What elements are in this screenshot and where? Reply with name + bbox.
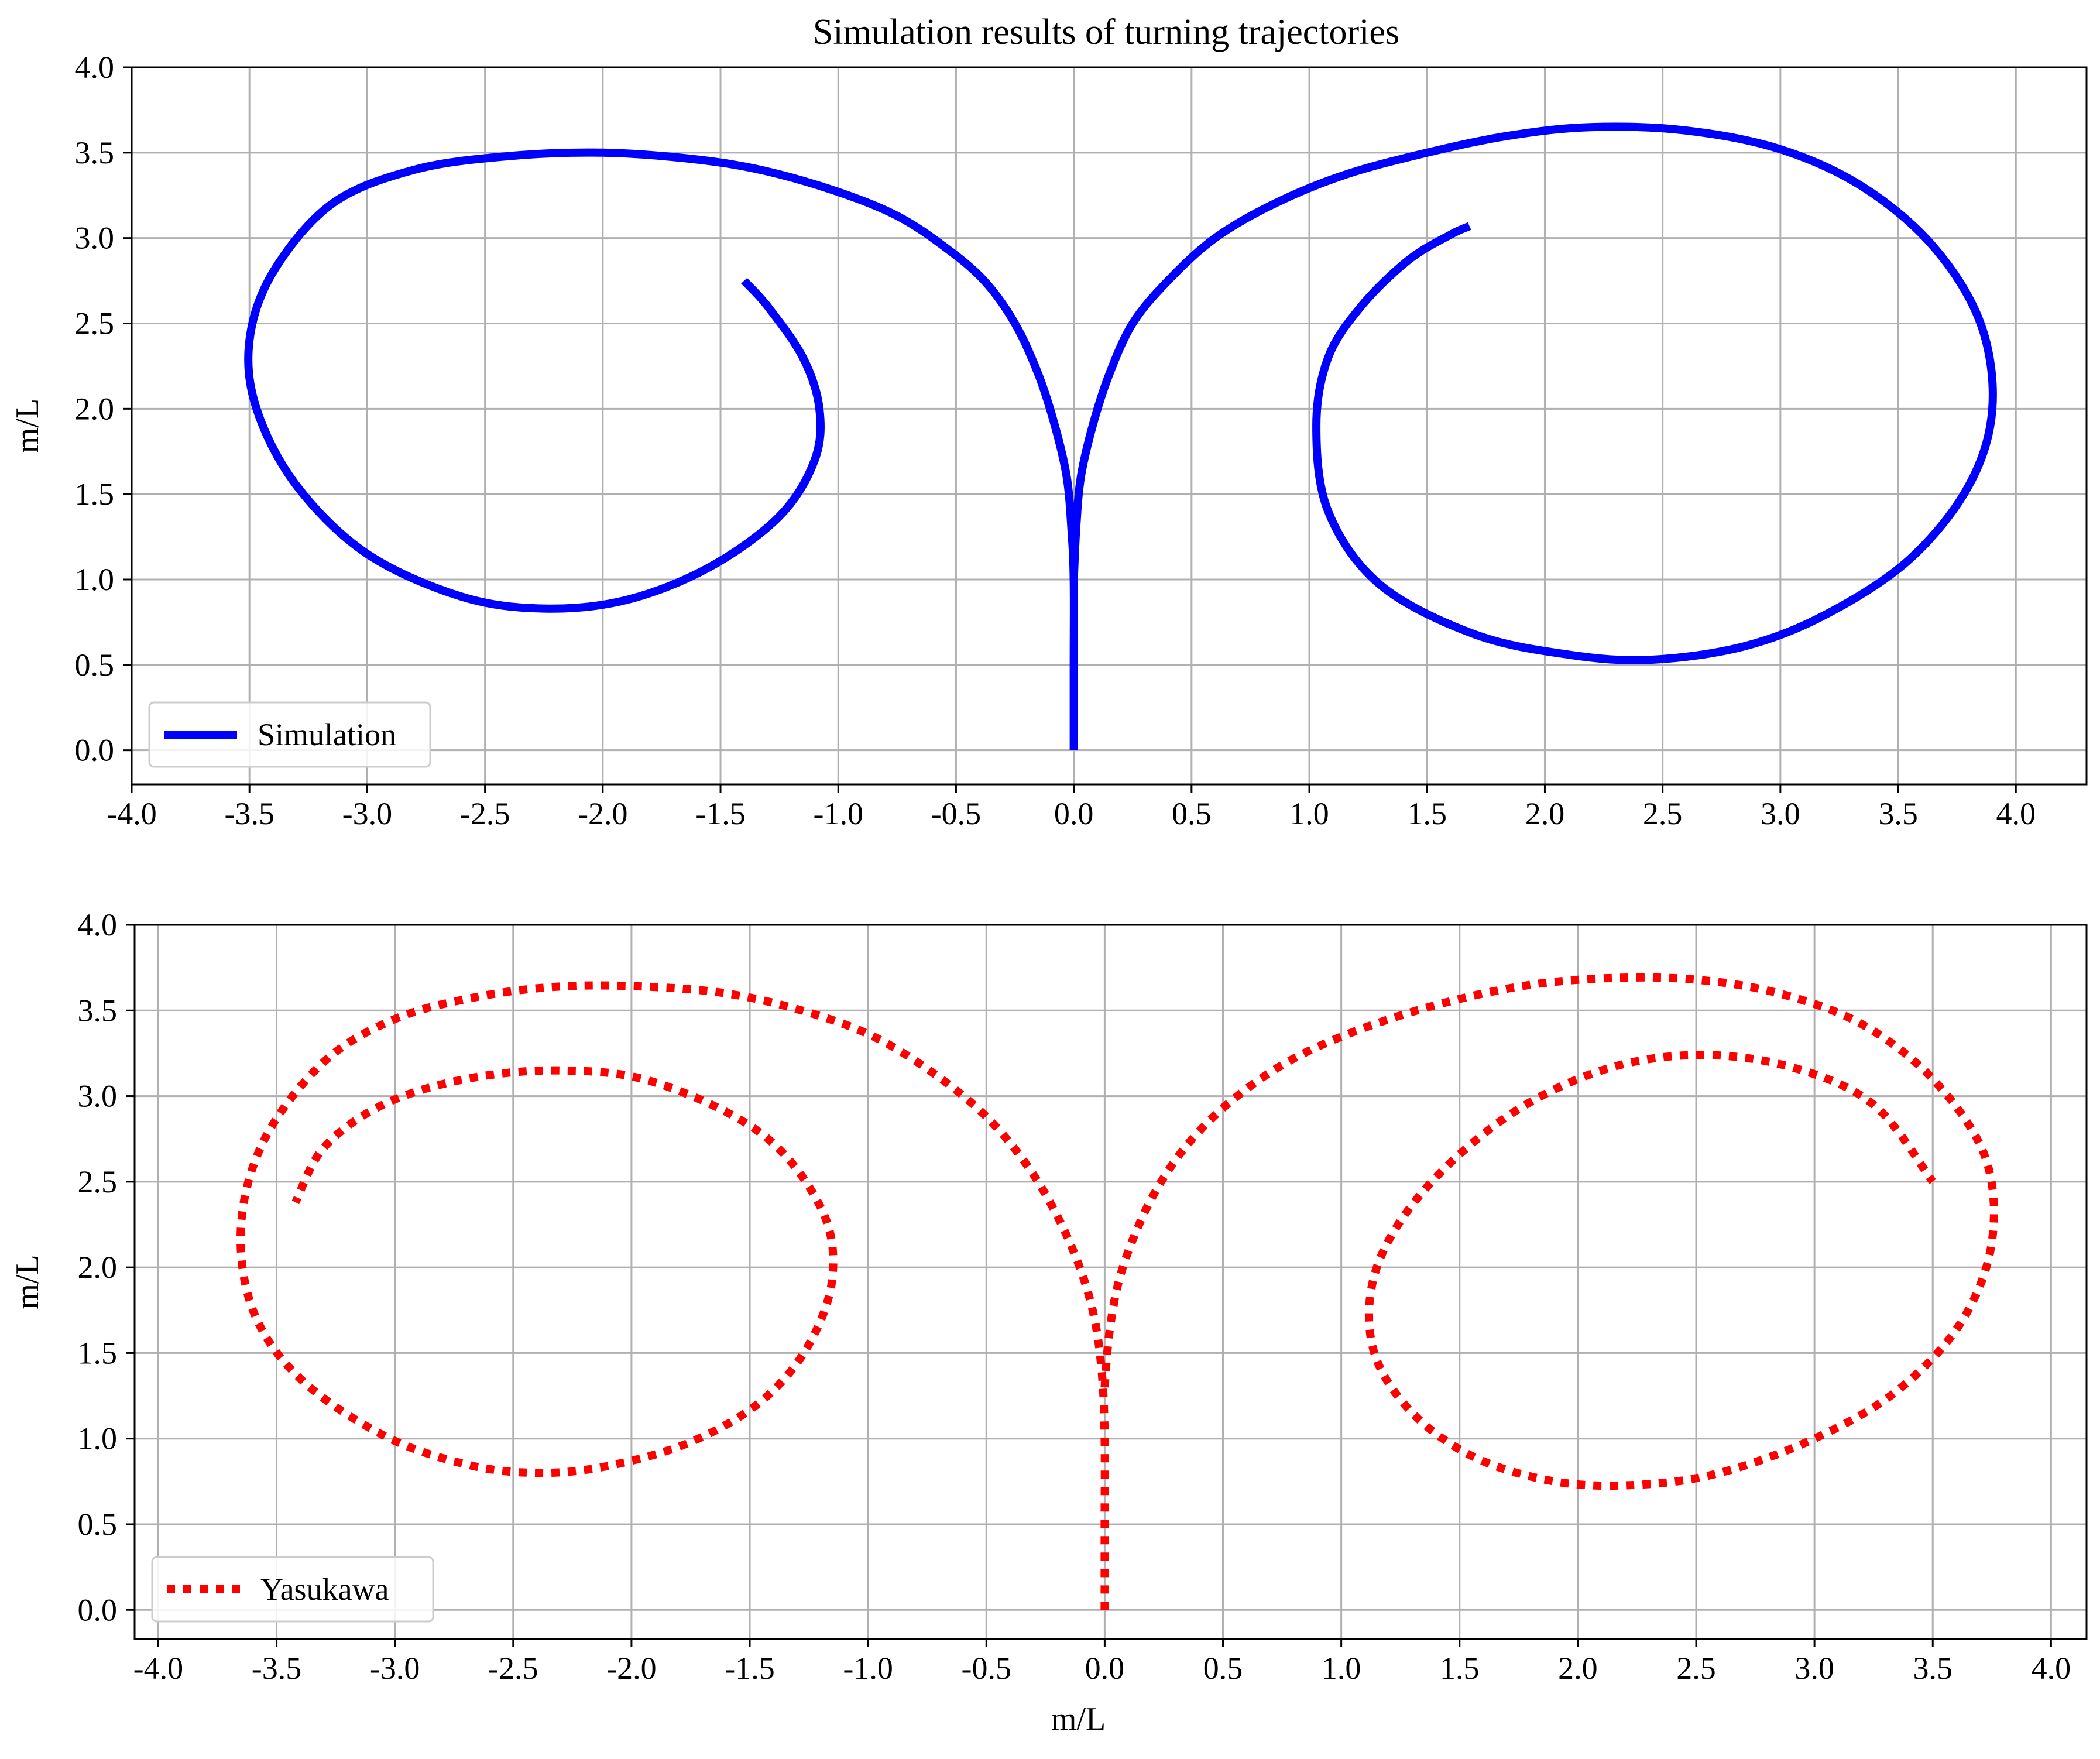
x-tick-label: -2.5	[460, 796, 510, 831]
series-line	[236, 981, 1109, 1610]
x-tick-label: -1.0	[813, 796, 863, 831]
x-tick-label: 2.0	[1558, 1651, 1598, 1686]
chart-yasukawa: -4.0 -3.5 -3.0 -2.5 -2.0 -1.5 -1.0 -0.5 0.0 0.5 1.…	[9, 907, 2088, 1737]
x-tick-label: 1.5	[1440, 1651, 1480, 1686]
x-tick-label: 1.5	[1408, 796, 1447, 831]
legend-box	[151, 1556, 434, 1623]
x-tick-label: -1.0	[843, 1651, 893, 1686]
x-tick-label: -3.0	[370, 1651, 420, 1686]
legend-box	[148, 701, 431, 768]
y-tick-label: 2.0	[78, 1250, 118, 1285]
plot-frame	[131, 66, 2088, 786]
chart-simulation: -4.0 -3.5 -3.0 -2.5 -2.0 -1.5 -1.0 -0.5 0.0 0.5 1.…	[9, 50, 2088, 831]
x-tick-label: 2.0	[1525, 796, 1565, 831]
y-tick-label: 1.0	[78, 1421, 118, 1456]
x-tick-label: -2.5	[488, 1651, 538, 1686]
x-tick-label: -4.0	[133, 1651, 183, 1686]
x-tick-label: 0.5	[1172, 796, 1212, 831]
x-tick-label: 3.0	[1761, 796, 1800, 831]
y-tick-label: 0.5	[75, 647, 115, 683]
y-tick-label: 1.5	[75, 476, 115, 512]
series-line	[1069, 122, 1997, 664]
y-tick-label: 0.0	[75, 733, 115, 768]
x-tick-label: -4.0	[107, 796, 156, 831]
x-tick-label: -3.0	[342, 796, 392, 831]
legend-label: Simulation	[258, 717, 396, 752]
x-tick-label: 0.0	[1054, 796, 1094, 831]
y-tick-label: 0.0	[78, 1592, 118, 1627]
series-line	[244, 148, 1078, 750]
x-tick-label: 1.0	[1322, 1651, 1361, 1686]
y-tick-label: 2.5	[78, 1164, 118, 1199]
x-tick-label: 0.5	[1203, 1651, 1243, 1686]
y-tick-label: 4.0	[78, 907, 118, 942]
x-tick-label: 3.0	[1794, 1651, 1834, 1686]
series-line	[1100, 973, 1998, 1490]
y-tick-label: 1.0	[75, 562, 115, 597]
y-tick-label: 3.0	[75, 221, 115, 256]
y-tick-label: 4.0	[75, 50, 115, 85]
x-axis-label: m/L	[1051, 1701, 1106, 1737]
x-tick-label: 1.0	[1289, 796, 1329, 831]
x-tick-label: 2.5	[1676, 1651, 1716, 1686]
x-tick-label: -3.5	[252, 1651, 301, 1686]
y-tick-label: 3.5	[78, 993, 118, 1028]
x-tick-label: 3.5	[1878, 796, 1918, 831]
legend-label: Yasukawa	[260, 1572, 389, 1607]
x-tick-label: -1.5	[725, 1651, 774, 1686]
plot-frame	[133, 924, 2088, 1640]
y-axis-label: m/L	[9, 1254, 46, 1309]
y-tick-label: 2.0	[75, 391, 115, 426]
x-tick-label: 4.0	[1996, 796, 2036, 831]
x-tick-label: -0.5	[931, 796, 981, 831]
x-tick-label: -3.5	[224, 796, 274, 831]
chart-title: Simulation results of turning trajectori…	[813, 12, 1399, 52]
y-tick-label: 3.0	[78, 1079, 118, 1114]
y-tick-label: 3.5	[75, 135, 115, 170]
x-tick-label: 4.0	[2032, 1651, 2071, 1686]
x-tick-label: -0.5	[962, 1651, 1011, 1686]
x-tick-label: -1.5	[695, 796, 745, 831]
x-tick-label: -2.0	[578, 796, 627, 831]
y-axis-label: m/L	[9, 399, 46, 453]
x-tick-label: 3.5	[1913, 1651, 1953, 1686]
y-tick-label: 1.5	[78, 1335, 118, 1370]
y-tick-label: 2.5	[75, 306, 115, 341]
x-tick-label: 2.5	[1643, 796, 1683, 831]
x-tick-label: -2.0	[606, 1651, 656, 1686]
y-tick-label: 0.5	[78, 1507, 118, 1542]
x-tick-label: 0.0	[1085, 1651, 1125, 1686]
